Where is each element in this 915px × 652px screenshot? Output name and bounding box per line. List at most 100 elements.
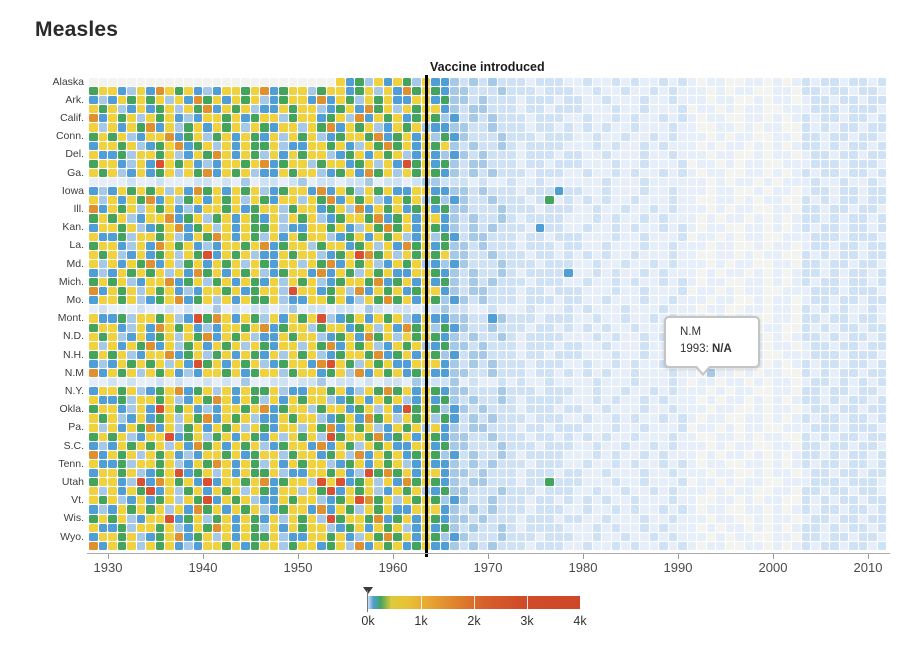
heatmap-cell[interactable] — [298, 414, 307, 423]
heatmap-cell[interactable] — [621, 369, 630, 378]
heatmap-cell[interactable] — [193, 78, 202, 87]
heatmap-cell[interactable] — [535, 278, 544, 287]
heatmap-cell[interactable] — [117, 378, 126, 387]
heatmap-cell[interactable] — [279, 405, 288, 414]
heatmap-cell[interactable] — [279, 459, 288, 469]
heatmap-cell[interactable] — [269, 223, 278, 232]
heatmap-cell[interactable] — [469, 268, 478, 278]
heatmap-cell[interactable] — [402, 168, 411, 178]
heatmap-cell[interactable] — [668, 87, 677, 96]
heatmap-cell[interactable] — [279, 250, 288, 259]
heatmap-cell[interactable] — [801, 105, 810, 114]
heatmap-cell[interactable] — [763, 187, 772, 196]
heatmap-cell[interactable] — [478, 323, 487, 332]
heatmap-cell[interactable] — [649, 168, 658, 178]
heatmap-cell[interactable] — [725, 159, 734, 168]
heatmap-cell[interactable] — [782, 314, 791, 323]
heatmap-cell[interactable] — [811, 178, 820, 187]
heatmap-cell[interactable] — [782, 532, 791, 541]
heatmap-cell[interactable] — [345, 123, 354, 132]
heatmap-cell[interactable] — [222, 187, 231, 196]
heatmap-cell[interactable] — [725, 132, 734, 141]
heatmap-cell[interactable] — [440, 287, 449, 296]
heatmap-cell[interactable] — [307, 96, 316, 105]
heatmap-cell[interactable] — [725, 469, 734, 478]
heatmap-cell[interactable] — [279, 132, 288, 141]
heatmap-cell[interactable] — [697, 450, 706, 459]
heatmap-cell[interactable] — [184, 223, 193, 232]
heatmap-cell[interactable] — [193, 469, 202, 478]
heatmap-cell[interactable] — [440, 387, 449, 396]
heatmap-cell[interactable] — [117, 250, 126, 259]
heatmap-cell[interactable] — [716, 387, 725, 396]
heatmap-cell[interactable] — [811, 78, 820, 87]
heatmap-cell[interactable] — [830, 478, 839, 487]
heatmap-cell[interactable] — [640, 469, 649, 478]
heatmap-cell[interactable] — [497, 223, 506, 232]
heatmap-cell[interactable] — [497, 287, 506, 296]
heatmap-cell[interactable] — [469, 323, 478, 332]
heatmap-cell[interactable] — [117, 114, 126, 123]
heatmap-cell[interactable] — [858, 523, 867, 532]
heatmap-cell[interactable] — [678, 241, 687, 250]
heatmap-cell[interactable] — [858, 359, 867, 368]
heatmap-cell[interactable] — [526, 450, 535, 459]
heatmap-cell[interactable] — [773, 378, 782, 387]
heatmap-cell[interactable] — [630, 423, 639, 432]
heatmap-cell[interactable] — [735, 378, 744, 387]
heatmap-cell[interactable] — [801, 505, 810, 514]
heatmap-cell[interactable] — [402, 241, 411, 250]
heatmap-cell[interactable] — [459, 268, 468, 278]
heatmap-cell[interactable] — [269, 441, 278, 450]
heatmap-cell[interactable] — [602, 196, 611, 205]
heatmap-cell[interactable] — [782, 223, 791, 232]
heatmap-cell[interactable] — [402, 78, 411, 87]
heatmap-cell[interactable] — [763, 541, 772, 550]
heatmap-cell[interactable] — [260, 505, 269, 514]
heatmap-cell[interactable] — [98, 250, 107, 259]
heatmap-cell[interactable] — [383, 478, 392, 487]
heatmap-cell[interactable] — [326, 87, 335, 96]
heatmap-cell[interactable] — [611, 250, 620, 259]
heatmap-cell[interactable] — [516, 441, 525, 450]
heatmap-cell[interactable] — [279, 441, 288, 450]
heatmap-cell[interactable] — [174, 259, 183, 268]
heatmap-cell[interactable] — [108, 423, 117, 432]
heatmap-cell[interactable] — [792, 141, 801, 150]
heatmap-cell[interactable] — [89, 396, 98, 405]
heatmap-cell[interactable] — [279, 278, 288, 287]
heatmap-cell[interactable] — [801, 387, 810, 396]
heatmap-cell[interactable] — [735, 478, 744, 487]
heatmap-cell[interactable] — [706, 223, 715, 232]
heatmap-cell[interactable] — [260, 141, 269, 150]
heatmap-cell[interactable] — [858, 223, 867, 232]
heatmap-cell[interactable] — [716, 287, 725, 296]
heatmap-cell[interactable] — [678, 469, 687, 478]
heatmap-cell[interactable] — [241, 450, 250, 459]
heatmap-cell[interactable] — [611, 487, 620, 496]
heatmap-cell[interactable] — [431, 441, 440, 450]
heatmap-cell[interactable] — [839, 423, 848, 432]
heatmap-cell[interactable] — [868, 178, 877, 187]
heatmap-cell[interactable] — [269, 514, 278, 523]
heatmap-cell[interactable] — [830, 141, 839, 150]
heatmap-cell[interactable] — [839, 123, 848, 132]
heatmap-cell[interactable] — [716, 532, 725, 541]
heatmap-cell[interactable] — [288, 196, 297, 205]
heatmap-cell[interactable] — [269, 332, 278, 341]
heatmap-cell[interactable] — [849, 332, 858, 341]
heatmap-cell[interactable] — [877, 241, 886, 250]
heatmap-cell[interactable] — [554, 278, 563, 287]
heatmap-cell[interactable] — [165, 396, 174, 405]
heatmap-cell[interactable] — [630, 541, 639, 550]
heatmap-cell[interactable] — [545, 232, 554, 241]
heatmap-cell[interactable] — [260, 541, 269, 550]
heatmap-cell[interactable] — [383, 87, 392, 96]
heatmap-cell[interactable] — [849, 532, 858, 541]
heatmap-cell[interactable] — [497, 87, 506, 96]
heatmap-cell[interactable] — [697, 378, 706, 387]
heatmap-cell[interactable] — [402, 96, 411, 105]
heatmap-cell[interactable] — [374, 159, 383, 168]
heatmap-cell[interactable] — [545, 178, 554, 187]
heatmap-cell[interactable] — [716, 441, 725, 450]
